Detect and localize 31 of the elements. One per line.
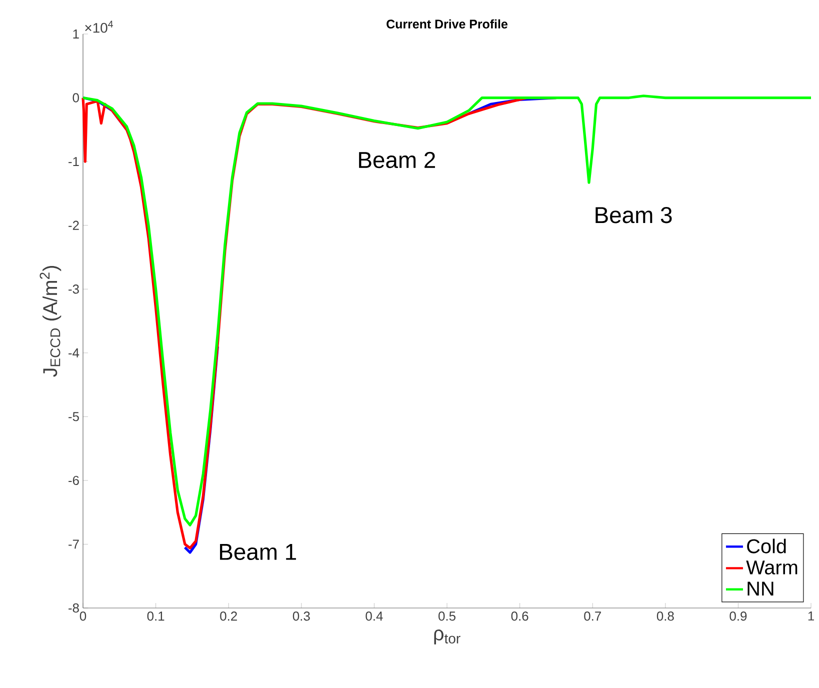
annotation: Beam 2 [359, 152, 435, 168]
text: ×10$^{4}$ [85, 20, 113, 33]
chart-title: Current Drive Profile [386, 19, 508, 28]
y-tick-label: 0 [72, 93, 79, 102]
y-tick-label: -7 [68, 540, 79, 549]
x-tick-label: 0.1 [147, 612, 164, 621]
x-tick-label: 0.4 [366, 612, 383, 621]
x-tick-label: 0.5 [438, 612, 456, 621]
x-tick-label: 0.6 [511, 612, 528, 621]
x-tick-label: 0.9 [730, 612, 747, 621]
y-tick-label: -5 [68, 412, 79, 422]
legend-label: NN [748, 582, 774, 596]
y-axis-title: J$_{ECCD}$ (A/m$^{2}$) [40, 266, 62, 377]
annotation: Beam 3 [596, 206, 672, 224]
x-tick-label: 0.2 [220, 612, 237, 621]
annotation: Beam 1 [220, 544, 296, 560]
x-tick-label: 1 [808, 612, 814, 620]
legend-label: Cold [747, 538, 786, 554]
y-tick-label: 1 [73, 30, 79, 38]
x-tick-label: 0.3 [292, 612, 310, 621]
y-tick-label: -1 [68, 157, 79, 166]
x-tick-label: 0 [80, 612, 86, 621]
x-tick-label: 0.7 [584, 612, 601, 621]
y-tick-label: -8 [68, 603, 79, 613]
y-tick-label: -4 [68, 348, 80, 358]
x-axis-title: ρ$_{tor}$ [434, 630, 460, 644]
y-tick-label: -3 [68, 284, 79, 294]
y-tick-label: -6 [68, 476, 79, 486]
legend-label: Warm [746, 560, 798, 574]
y-tick-label: -2 [68, 220, 79, 230]
x-tick-label: 0.8 [656, 612, 674, 621]
